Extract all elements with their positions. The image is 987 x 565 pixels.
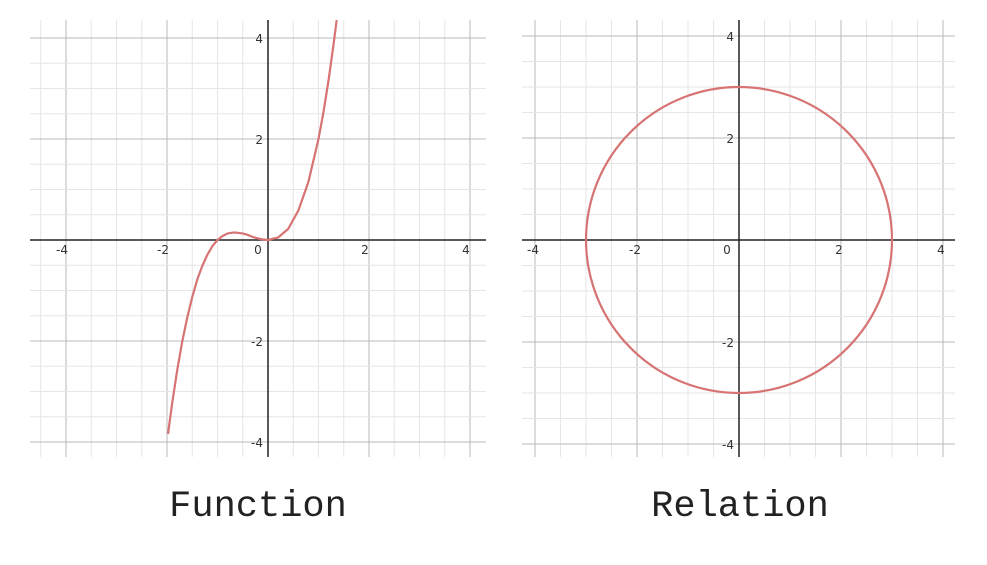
y-tick-label: -4 — [251, 436, 263, 450]
grid — [30, 20, 486, 457]
y-tick-label: -2 — [251, 335, 263, 349]
y-tick-label: 4 — [255, 32, 263, 46]
y-tick-label: 4 — [726, 30, 734, 44]
relation-graph: -4 -2 0 2 4 4 2 -2 -4 — [522, 20, 955, 457]
plots-area: -4 -2 0 2 4 4 2 -2 -4 -4 -2 0 2 4 4 2 -2 -4 — [30, 19, 955, 457]
function-caption: Function — [169, 486, 347, 528]
function-graph: -4 -2 0 2 4 4 2 -2 -4 — [30, 19, 486, 457]
y-tick-label: 2 — [726, 132, 734, 146]
relation-curve — [584, 85, 894, 395]
x-tick-label: -4 — [527, 243, 539, 257]
relation-caption: Relation — [651, 486, 829, 528]
x-tick-label: -2 — [157, 243, 169, 257]
x-tick-label: 4 — [937, 243, 945, 257]
function-curve — [166, 19, 338, 435]
origin-tick-label: 0 — [254, 243, 262, 257]
origin-tick-label: 0 — [723, 243, 731, 257]
y-tick-label: -4 — [722, 438, 734, 452]
x-tick-label: -4 — [56, 243, 68, 257]
y-tick-label: -2 — [722, 336, 734, 350]
y-tick-label: 2 — [255, 133, 263, 147]
x-tick-label: 2 — [361, 243, 369, 257]
x-tick-label: -2 — [629, 243, 641, 257]
x-tick-label: 4 — [462, 243, 470, 257]
x-tick-label: 2 — [835, 243, 843, 257]
